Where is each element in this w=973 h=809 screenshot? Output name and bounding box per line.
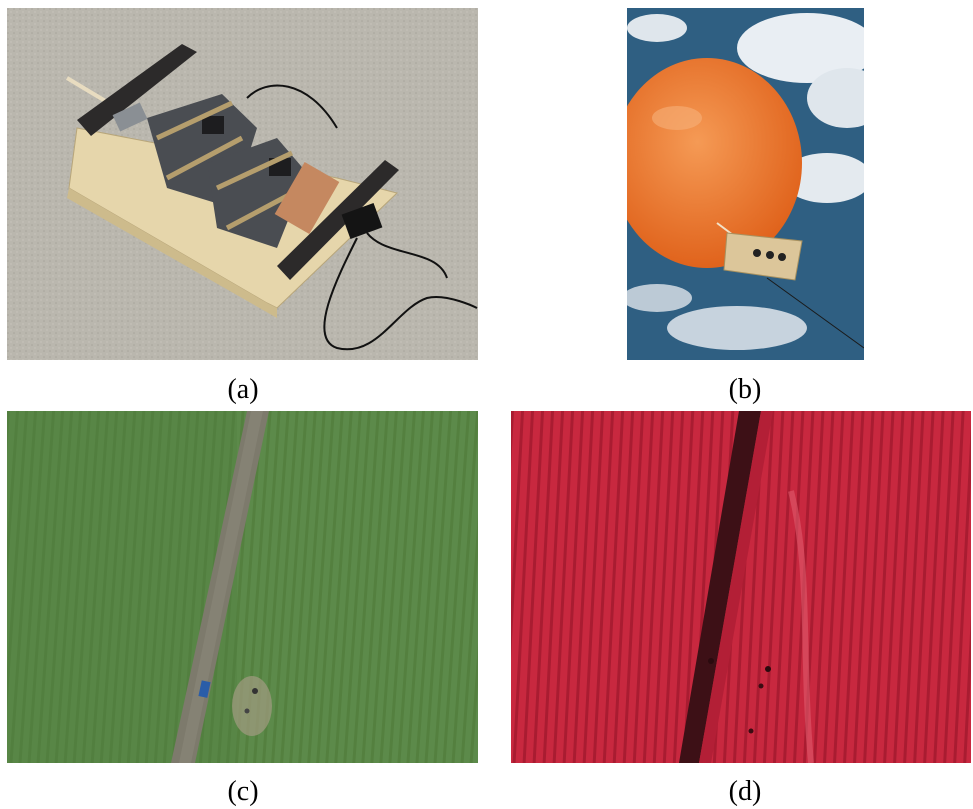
caption-d: (d) (728, 776, 762, 807)
caption-c: (c) (227, 776, 259, 807)
photo-aerial-infrared-field (511, 411, 971, 763)
photo-balloon-in-sky (627, 8, 864, 360)
photo-payload-box (7, 8, 478, 360)
photo-aerial-green-field (7, 411, 478, 763)
caption-b: (b) (728, 374, 762, 405)
caption-a: (a) (227, 374, 259, 405)
